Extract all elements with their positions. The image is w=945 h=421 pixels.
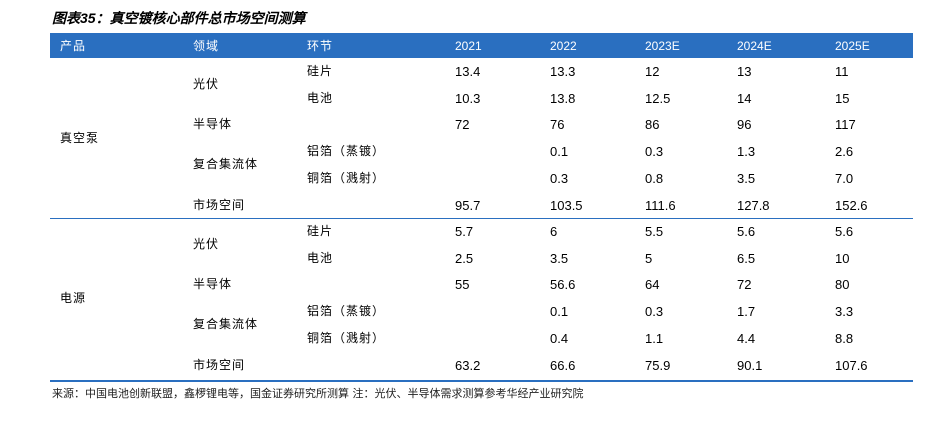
domain-cell: 光伏 [193, 77, 220, 92]
value-cell: 55 [455, 277, 470, 293]
value-cell: 5.6 [835, 224, 854, 239]
header-cell: 2023E [645, 39, 680, 53]
header-bar [50, 33, 913, 58]
segment-cell: 硅片 [307, 64, 334, 78]
value-cell: 5.6 [737, 224, 756, 239]
value-cell: 56.6 [550, 277, 576, 293]
value-cell: 152.6 [835, 197, 868, 213]
value-cell: 8.8 [835, 330, 854, 346]
value-cell: 3.5 [737, 170, 756, 186]
segment-cell: 电池 [307, 90, 334, 105]
value-cell: 12 [645, 64, 660, 79]
value-cell: 107.6 [835, 357, 868, 373]
value-cell: 76 [550, 117, 565, 133]
value-cell: 3.3 [835, 304, 854, 320]
domain-cell: 半导体 [193, 117, 233, 132]
value-cell: 10.3 [455, 90, 481, 106]
header-cell: 产品 [60, 39, 87, 53]
value-cell: 1.7 [737, 304, 756, 320]
header-cell: 2024E [737, 39, 772, 53]
value-cell: 2.6 [835, 144, 854, 160]
value-cell: 72 [737, 277, 752, 293]
segment-cell: 硅片 [307, 224, 334, 238]
value-cell: 64 [645, 277, 660, 293]
value-cell: 75.9 [645, 357, 671, 373]
segment-cell: 铜箔（溅射） [307, 330, 386, 345]
domain-cell: 半导体 [193, 277, 233, 292]
product-cell: 电源 [60, 290, 87, 305]
value-cell: 90.1 [737, 357, 763, 373]
value-cell: 5.7 [455, 224, 474, 239]
value-cell: 86 [645, 117, 660, 133]
value-cell: 13.8 [550, 90, 576, 106]
value-cell: 3.5 [550, 250, 569, 266]
value-cell: 0.3 [645, 144, 664, 160]
value-cell: 63.2 [455, 357, 481, 373]
value-cell: 6.5 [737, 250, 756, 266]
header-cell: 领域 [193, 39, 220, 53]
value-cell: 111.6 [645, 197, 676, 213]
value-cell: 117 [835, 117, 856, 133]
value-cell: 5.5 [645, 224, 664, 239]
value-cell: 0.3 [550, 170, 569, 186]
value-cell: 0.3 [645, 304, 664, 320]
value-cell: 13 [737, 64, 752, 79]
value-cell: 96 [737, 117, 752, 133]
value-cell: 13.4 [455, 64, 481, 79]
value-cell: 0.8 [645, 170, 664, 186]
value-cell: 0.1 [550, 144, 569, 160]
title: 图表35：真空镀核心部件总市场空间测算 [52, 10, 306, 26]
value-cell: 1.3 [737, 144, 756, 160]
table-bottom-rule [50, 380, 913, 382]
header-cell: 2022 [550, 39, 577, 53]
value-cell: 10 [835, 250, 850, 266]
value-cell: 1.1 [645, 330, 664, 346]
value-cell: 6 [550, 224, 558, 239]
value-cell: 15 [835, 90, 850, 106]
value-cell: 66.6 [550, 357, 576, 373]
value-cell: 127.8 [737, 197, 770, 213]
segment-cell: 铝箔（蒸镀） [307, 304, 386, 319]
source-note: 来源：中国电池创新联盟，鑫椤锂电等，国金证券研究所测算 注：光伏、半导体需求测算… [52, 387, 584, 400]
header-cell: 2025E [835, 39, 870, 53]
value-cell: 5 [645, 250, 653, 266]
value-cell: 80 [835, 277, 850, 293]
value-cell: 72 [455, 117, 470, 133]
value-cell: 0.4 [550, 330, 569, 346]
value-cell: 0.1 [550, 304, 569, 320]
value-cell: 103.5 [550, 197, 583, 213]
header-cell: 环节 [307, 39, 334, 53]
value-cell: 7.0 [835, 170, 854, 186]
domain-cell: 市场空间 [193, 357, 246, 372]
domain-cell: 市场空间 [193, 197, 246, 212]
domain-cell: 复合集流体 [193, 157, 259, 172]
domain-cell: 光伏 [193, 237, 220, 252]
value-cell: 13.3 [550, 64, 576, 79]
value-cell: 14 [737, 90, 752, 106]
header-cell: 2021 [455, 39, 482, 53]
value-cell: 2.5 [455, 250, 474, 266]
segment-cell: 电池 [307, 250, 334, 265]
value-cell: 95.7 [455, 197, 481, 213]
value-cell: 4.4 [737, 330, 756, 346]
group-divider [50, 218, 913, 219]
segment-cell: 铜箔（溅射） [307, 170, 386, 185]
segment-cell: 铝箔（蒸镀） [307, 144, 386, 159]
value-cell: 11 [835, 64, 849, 79]
product-cell: 真空泵 [60, 130, 100, 145]
domain-cell: 复合集流体 [193, 317, 259, 332]
value-cell: 12.5 [645, 90, 671, 106]
